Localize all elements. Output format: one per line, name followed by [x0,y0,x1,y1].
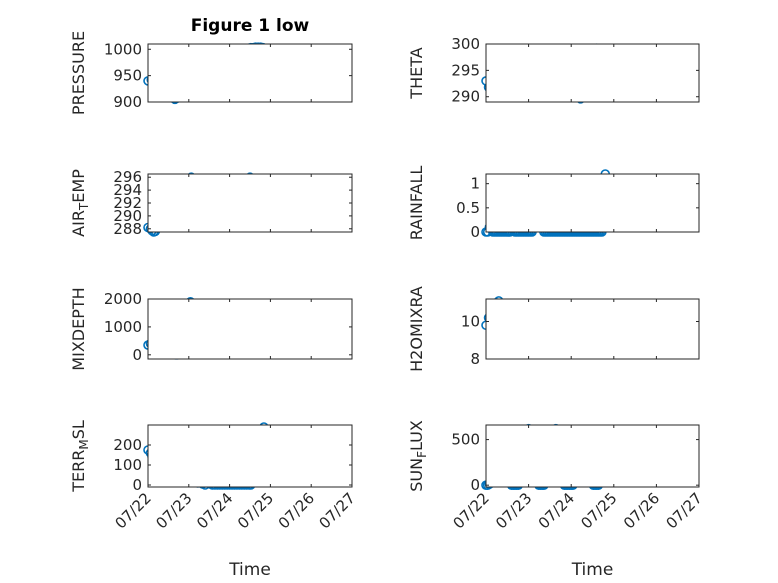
x-tick-label: 07/23 [492,489,535,532]
y-tick-label: 290 [113,207,142,225]
y-tick-label: 288 [113,220,142,238]
y-tick-label: 900 [113,93,142,111]
x-axis-label: Time [228,560,271,580]
y-axis-label: RAINFALL [407,166,426,241]
y-axis-label: AIRTEMP [69,169,91,237]
x-tick-label: 07/22 [112,489,155,532]
y-axis-label: H2OMIXRA [407,286,426,372]
y-tick-label: 292 [113,194,142,212]
y-axis-label: TERRMSL [69,420,91,493]
panel-rainfall: 0 0.5 1 RAINFALL [407,166,700,241]
axes-frame [485,173,700,233]
chart-title: Figure 1 low [191,16,310,36]
x-tick-label: 07/27 [316,489,359,532]
y-tick-label: 300 [451,35,480,53]
y-tick-label: 2000 [104,290,142,308]
y-tick-label: 0 [470,476,480,494]
panel-theta: 290 295 300 THETA [407,35,700,106]
panel-terr_msl: 0 100 200 TERRMSL 07/2207/2307/2407/2507/260… [69,420,359,580]
y-tick-label: 100 [113,456,142,474]
y-tick-label: 200 [113,436,142,454]
axes-frame [485,43,700,103]
x-tick-label: 07/26 [275,489,318,532]
y-tick-label: 500 [451,431,480,449]
axes-frame [147,298,353,360]
y-axis-label: THETA [407,47,426,99]
x-tick-label: 07/24 [535,489,578,532]
y-tick-label: 294 [113,181,142,199]
panel-pressure: 900 950 1000 PRESSURE Figure 1 low [69,16,353,115]
y-tick-label: 0 [470,223,480,241]
y-tick-label: 950 [113,67,142,85]
panel-h2omixra: 8 10 H2OMIXRA [407,286,700,372]
y-tick-label: 1000 [104,40,142,58]
x-tick-label: 07/25 [577,489,620,532]
y-tick-label: 0.5 [456,199,480,217]
x-tick-label: 07/24 [193,489,236,532]
y-tick-label: 0 [132,476,142,494]
axes-frame [147,173,353,233]
x-tick-label: 07/23 [152,489,195,532]
y-tick-label: 0 [132,346,142,364]
y-tick-label: 10 [461,313,480,331]
x-tick-label: 07/26 [620,489,663,532]
y-tick-label: 295 [451,61,480,79]
x-axis-label: Time [571,560,614,580]
panel-mixdepth: 0 1000 2000 MIXDEPTH [69,287,353,371]
x-tick-label: 07/27 [663,489,706,532]
panel-sun_flux: 0 500 SUNFLUX 07/22 07/23 07/24 07/25 07/26 07/2… [407,420,706,580]
y-tick-label: 296 [113,168,142,186]
x-tick-label: 07/22 [450,489,493,532]
y-tick-label: 1000 [104,318,142,336]
x-tick-label: 07/25 [234,489,277,532]
axes-frame [147,43,353,103]
axes-frame [485,298,700,360]
axes-frame [485,424,700,488]
axes-frame [147,424,353,488]
y-tick-label: 8 [470,350,480,368]
y-axis-label: SUNFLUX [407,420,429,492]
y-tick-label: 290 [451,88,480,106]
y-axis-label: PRESSURE [69,31,88,115]
y-axis-label: MIXDEPTH [69,287,88,370]
y-tick-label: 1 [470,175,480,193]
